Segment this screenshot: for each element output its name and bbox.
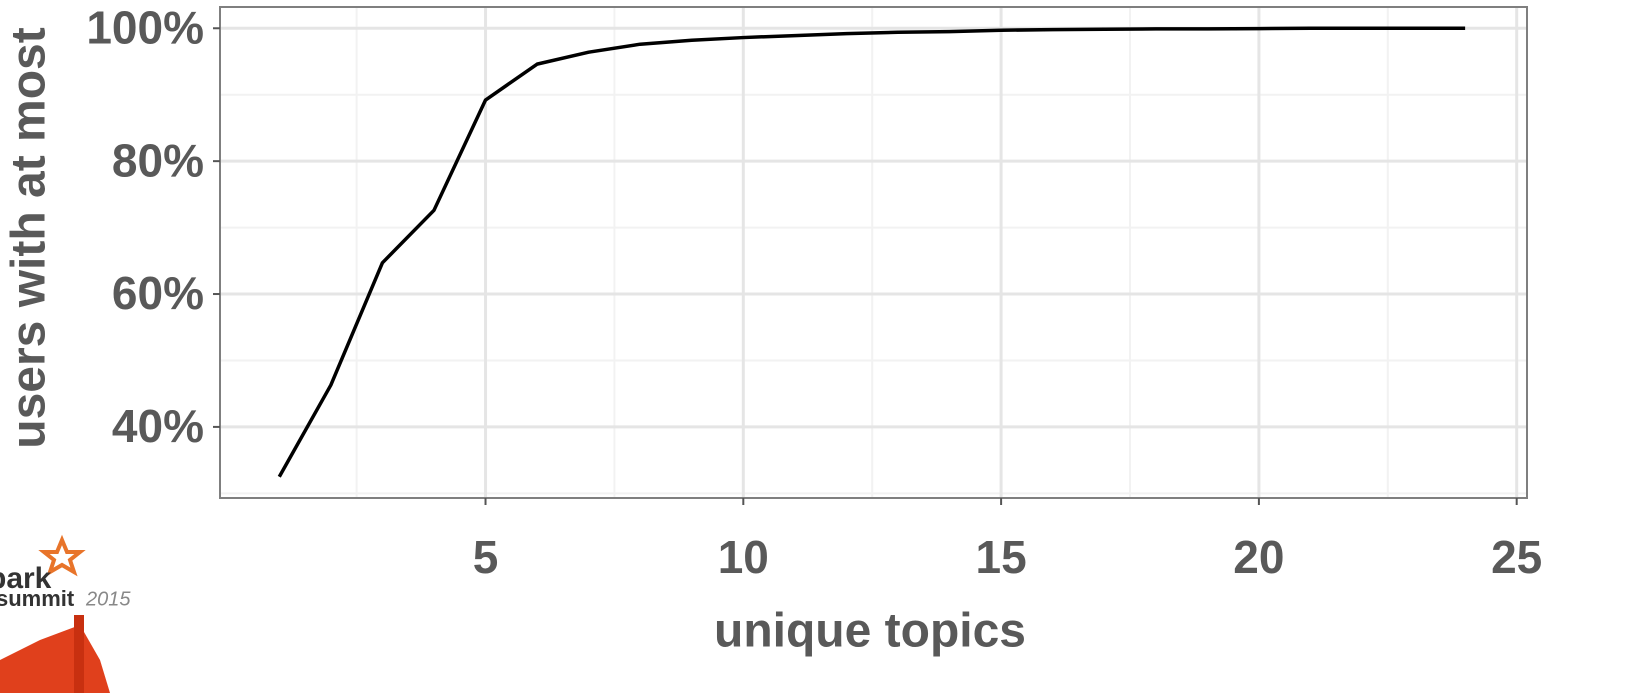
x-tick-label: 5	[473, 531, 499, 583]
y-tick-label: 60%	[112, 267, 204, 319]
x-tick-label: 10	[718, 531, 769, 583]
logo: park summit 2015	[0, 540, 131, 693]
y-tick-label: 40%	[112, 400, 204, 452]
y-tick-label: 100%	[86, 1, 204, 53]
logo-tower	[74, 615, 84, 693]
x-axis-label: unique topics	[714, 605, 1026, 658]
logo-line2: summit	[0, 586, 75, 611]
plot-background	[220, 7, 1527, 498]
x-tick-label: 20	[1233, 531, 1284, 583]
chart: unique topics users with at most park su…	[0, 0, 1652, 693]
logo-bridge	[0, 625, 110, 693]
logo-year: 2015	[85, 588, 131, 610]
x-tick-label: 25	[1491, 531, 1542, 583]
x-tick-label: 15	[976, 531, 1027, 583]
y-tick-label: 80%	[112, 134, 204, 186]
y-axis-label: users with at most	[3, 27, 56, 448]
